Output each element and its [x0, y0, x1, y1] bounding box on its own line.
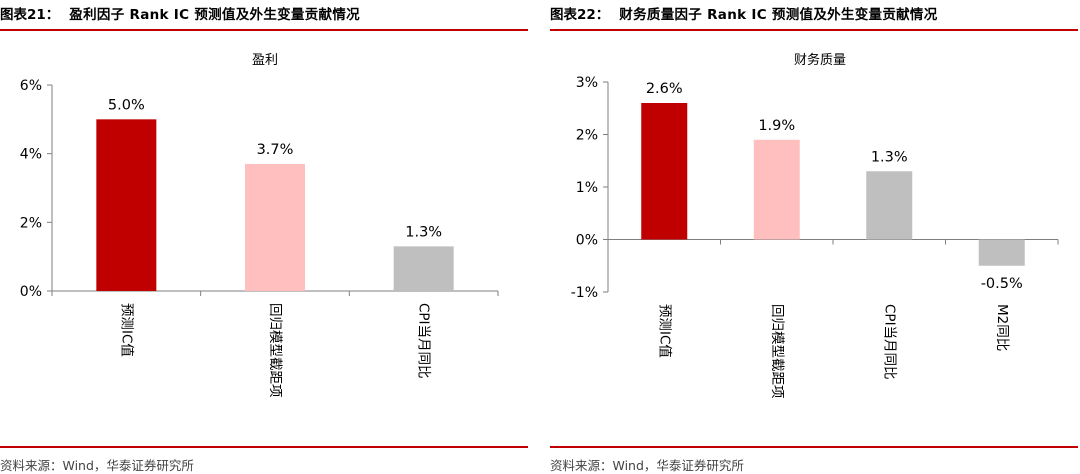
figure-panel-22: 图表22： 财务质量因子 Rank IC 预测值及外生变量贡献情况 财务质量 -1… — [550, 0, 1080, 473]
footer-rule — [0, 446, 528, 448]
header-rule — [550, 29, 1078, 31]
y-tick-label: 1% — [576, 180, 598, 196]
figure-title: 盈利因子 Rank IC 预测值及外生变量贡献情况 — [69, 7, 360, 23]
y-tick-label: 6% — [20, 78, 42, 94]
bar-chart-profitability: 盈利 0% 2% 4% 6% 5.0% 预测IC值 3.7% 回归模型截距项 1.3% CPI当月同… — [20, 53, 499, 398]
source-note: 资料来源：Wind，华泰证券研究所 — [0, 458, 194, 473]
y-tick-label: 0% — [20, 284, 42, 300]
y-tick-label: 2% — [20, 215, 42, 231]
figure-number: 图表22： — [550, 7, 610, 23]
bar — [245, 163, 305, 291]
chart-title: 盈利 — [252, 53, 278, 68]
data-label: 5.0% — [108, 97, 145, 113]
bar — [753, 139, 800, 240]
bar — [641, 103, 688, 240]
x-category-label: CPI当月同比 — [881, 304, 897, 380]
data-label: 1.3% — [405, 224, 442, 240]
data-label: 1.9% — [758, 118, 795, 134]
data-label: 3.7% — [257, 142, 294, 158]
chart-title: 财务质量 — [794, 52, 846, 68]
y-tick-label: 2% — [576, 128, 598, 144]
figure-title: 财务质量因子 Rank IC 预测值及外生变量贡献情况 — [619, 7, 938, 23]
figure-header: 图表21： 盈利因子 Rank IC 预测值及外生变量贡献情况 — [0, 3, 360, 23]
source-note: 资料来源：Wind，华泰证券研究所 — [550, 458, 744, 473]
figure-header: 图表22： 财务质量因子 Rank IC 预测值及外生变量贡献情况 — [550, 3, 938, 23]
bar — [978, 239, 1025, 266]
bar — [96, 119, 157, 291]
x-category-label: CPI当月同比 — [416, 303, 432, 379]
y-tick-label: 4% — [20, 147, 42, 163]
y-tick-label: 0% — [576, 233, 598, 249]
data-label: 2.6% — [646, 81, 683, 97]
x-category-label: 回归模型截距项 — [769, 304, 786, 399]
x-category-label: 预测IC值 — [118, 303, 134, 357]
x-category-label: 预测IC值 — [656, 304, 672, 358]
data-label: 1.3% — [871, 149, 908, 165]
bar-chart-financial-quality: 财务质量 -1% 0% 1% 2% 3% 2.6% 预测IC值 1.9% 回归模型截距项 1.3% C… — [571, 52, 1059, 399]
bar — [866, 171, 913, 240]
header-rule — [0, 29, 528, 31]
bar — [393, 246, 454, 291]
y-tick-label: -1% — [571, 285, 598, 301]
footer-rule — [550, 446, 1078, 448]
x-category-label: M2同比 — [994, 304, 1010, 351]
data-label: -0.5% — [981, 276, 1023, 292]
figure-number: 图表21： — [0, 7, 60, 23]
figure-panel-21: 图表21： 盈利因子 Rank IC 预测值及外生变量贡献情况 盈利 0% 2% 4%… — [0, 0, 530, 473]
x-category-label: 回归模型截距项 — [267, 303, 284, 398]
y-tick-label: 3% — [576, 75, 598, 91]
